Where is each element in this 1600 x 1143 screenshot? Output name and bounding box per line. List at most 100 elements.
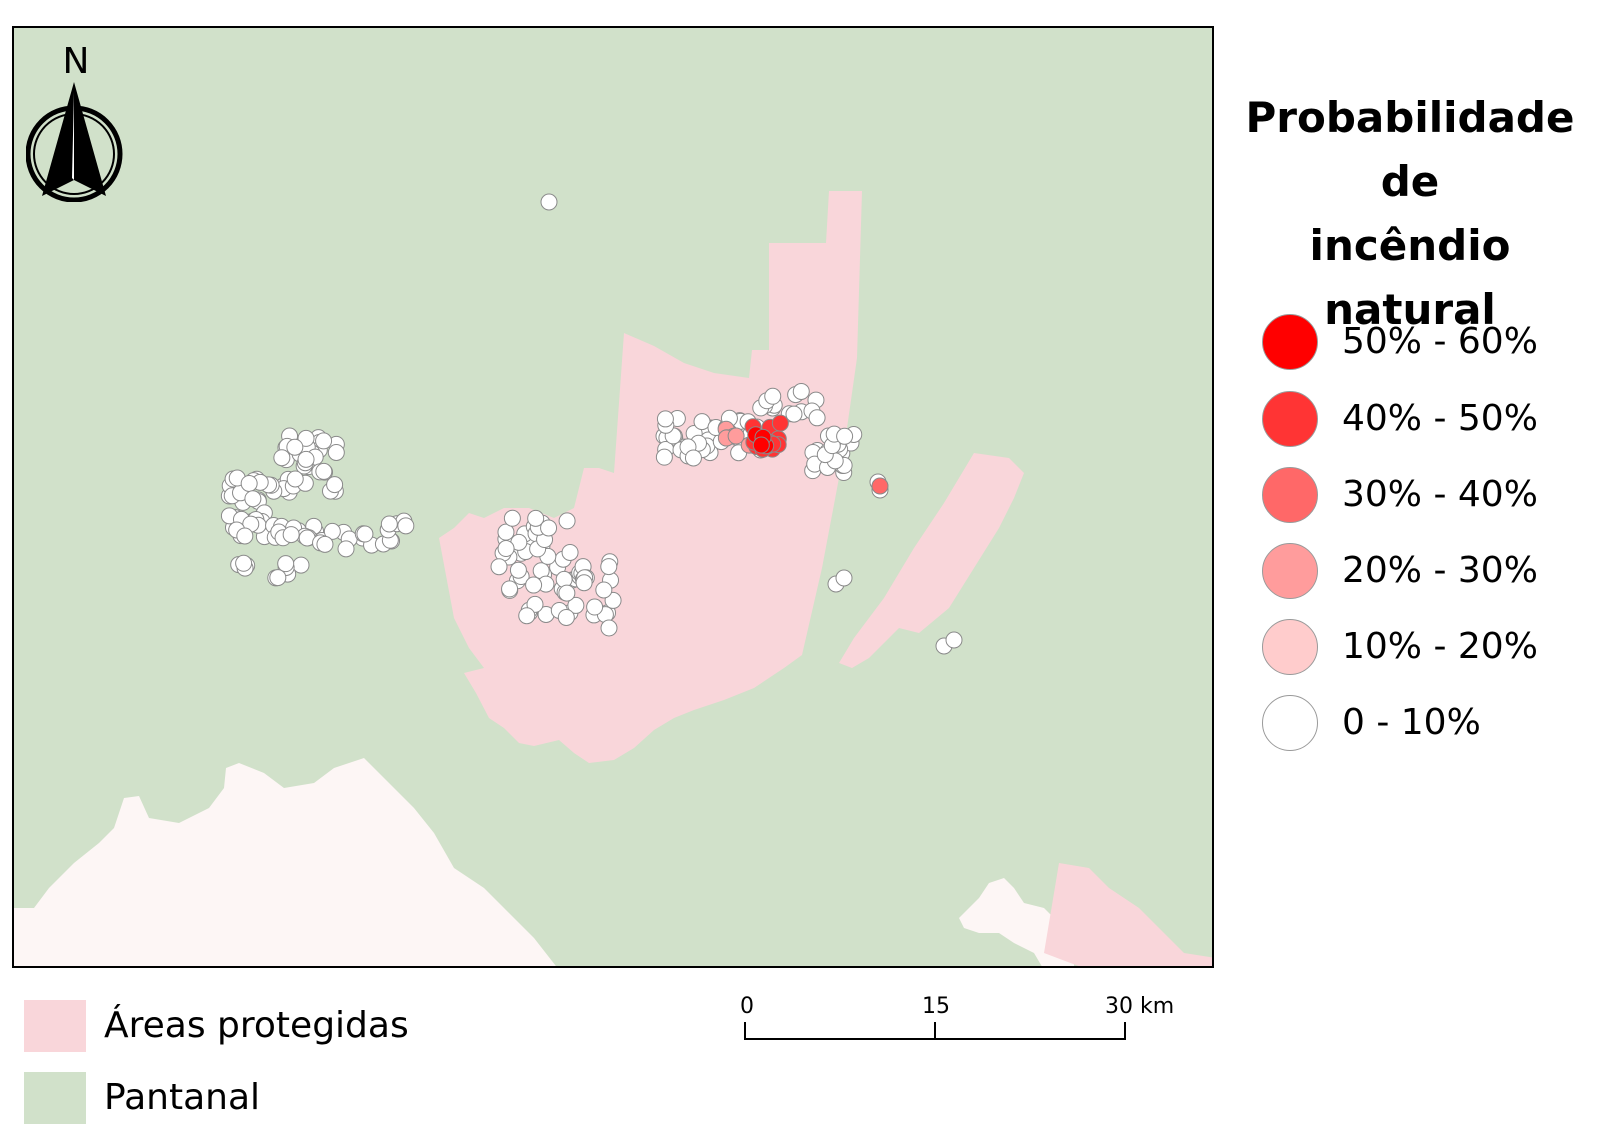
scale-bar-line: [744, 1022, 1126, 1040]
fire-point: [835, 569, 853, 587]
fire-point: [586, 598, 604, 616]
fire-point: [525, 576, 543, 594]
legend-swatch: [1262, 619, 1318, 675]
legend-swatch: [1262, 314, 1318, 370]
legend-item-30-40: 30% - 40%: [1262, 467, 1582, 527]
scale-tick-label: 15: [922, 994, 950, 1019]
fire-point: [292, 556, 310, 574]
legend-item-50-60: 50% - 60%: [1262, 314, 1582, 374]
fire-point: [236, 527, 254, 545]
fire-point: [380, 515, 398, 533]
legend-swatch: [1262, 543, 1318, 599]
protected-area-main: [439, 191, 862, 763]
fire-point: [600, 619, 618, 637]
fire-point: [315, 432, 333, 450]
fire-point: [836, 427, 854, 445]
fire-point: [273, 449, 291, 467]
fire-point: [327, 443, 345, 461]
fire-point: [764, 387, 782, 405]
legend-label: 40% - 50%: [1342, 398, 1538, 439]
north-arrow-icon: [26, 82, 123, 202]
legend-swatch: [1262, 467, 1318, 523]
legend-item-10-20: 10% - 20%: [1262, 619, 1582, 679]
fire-point: [397, 517, 415, 535]
fire-point: [567, 596, 585, 614]
protected-area-strip: [839, 453, 1024, 668]
fire-point: [286, 470, 304, 488]
scale-tick-label: 30 km: [1105, 994, 1175, 1019]
fire-point: [316, 535, 334, 553]
legend-item-40-50: 40% - 50%: [1262, 391, 1582, 451]
fire-point: [555, 570, 573, 588]
layer-swatch: [24, 1000, 86, 1052]
legend-item-0-10: 0 - 10%: [1262, 695, 1582, 755]
legend-swatch: [1262, 695, 1318, 751]
fire-point: [501, 580, 519, 598]
north-arrow: N: [26, 42, 126, 202]
map-canvas: [14, 191, 1212, 966]
fire-point: [297, 450, 315, 468]
non-pantanal-area: [959, 878, 1074, 966]
fire-point: [282, 526, 300, 544]
fire-point: [490, 558, 508, 576]
fire-point: [277, 555, 295, 573]
fire-point: [752, 436, 770, 454]
fire-point: [240, 474, 258, 492]
fire-point: [540, 193, 558, 211]
legend-label: 30% - 40%: [1342, 474, 1538, 515]
fire-point: [945, 631, 963, 649]
fire-point: [337, 540, 355, 558]
fire-point: [286, 438, 304, 456]
scale-tick-label: 0: [740, 994, 754, 1019]
fire-point: [297, 429, 315, 447]
protected-area-se: [1044, 863, 1212, 966]
fire-point: [575, 574, 593, 592]
fire-point: [509, 561, 527, 579]
fire-point: [235, 554, 253, 572]
fire-point: [326, 476, 344, 494]
layer-label: Áreas protegidas: [104, 1005, 409, 1046]
fire-point: [656, 410, 674, 428]
legend-label: 10% - 20%: [1342, 626, 1538, 667]
fire-point: [269, 569, 287, 587]
legend-title-line-2: de: [1380, 157, 1440, 206]
fire-point: [503, 509, 521, 527]
fire-point: [771, 414, 789, 432]
layer-legend-protected-areas: Áreas protegidas: [24, 1000, 524, 1052]
map-frame[interactable]: N: [12, 26, 1214, 968]
fire-point: [497, 540, 515, 558]
legend-label: 20% - 30%: [1342, 550, 1538, 591]
fire-point: [871, 477, 889, 495]
non-pantanal-area: [14, 758, 556, 966]
fire-point: [315, 462, 333, 480]
legend-title-line-1: Probabilidade: [1245, 93, 1575, 142]
layer-label: Pantanal: [104, 1077, 261, 1118]
legend-title: Probabilidade de incêndio natural: [1225, 86, 1595, 342]
fire-point: [600, 558, 618, 576]
layer-swatch: [24, 1072, 86, 1124]
north-label: N: [62, 41, 90, 82]
fire-point: [527, 509, 545, 527]
fire-point: [518, 607, 536, 625]
fire-point: [727, 427, 745, 445]
scale-bar: 0 15 30 km: [740, 994, 1200, 1064]
fire-point: [540, 519, 558, 537]
legend-item-20-30: 20% - 30%: [1262, 543, 1582, 603]
fire-point: [595, 581, 613, 599]
fire-probability-points: [220, 193, 963, 655]
fire-point: [244, 490, 262, 508]
legend-label: 50% - 60%: [1342, 321, 1538, 362]
fire-point: [356, 525, 374, 543]
fire-point: [561, 543, 579, 561]
fire-point: [655, 448, 673, 466]
fire-point: [808, 409, 826, 427]
fire-point: [684, 449, 702, 467]
legend-label: 0 - 10%: [1342, 702, 1481, 743]
fire-point: [557, 608, 575, 626]
fire-point: [323, 522, 341, 540]
legend-swatch: [1262, 391, 1318, 447]
layer-legend-pantanal: Pantanal: [24, 1072, 524, 1124]
fire-point: [558, 584, 576, 602]
fire-point: [785, 405, 803, 423]
fire-point: [558, 512, 576, 530]
